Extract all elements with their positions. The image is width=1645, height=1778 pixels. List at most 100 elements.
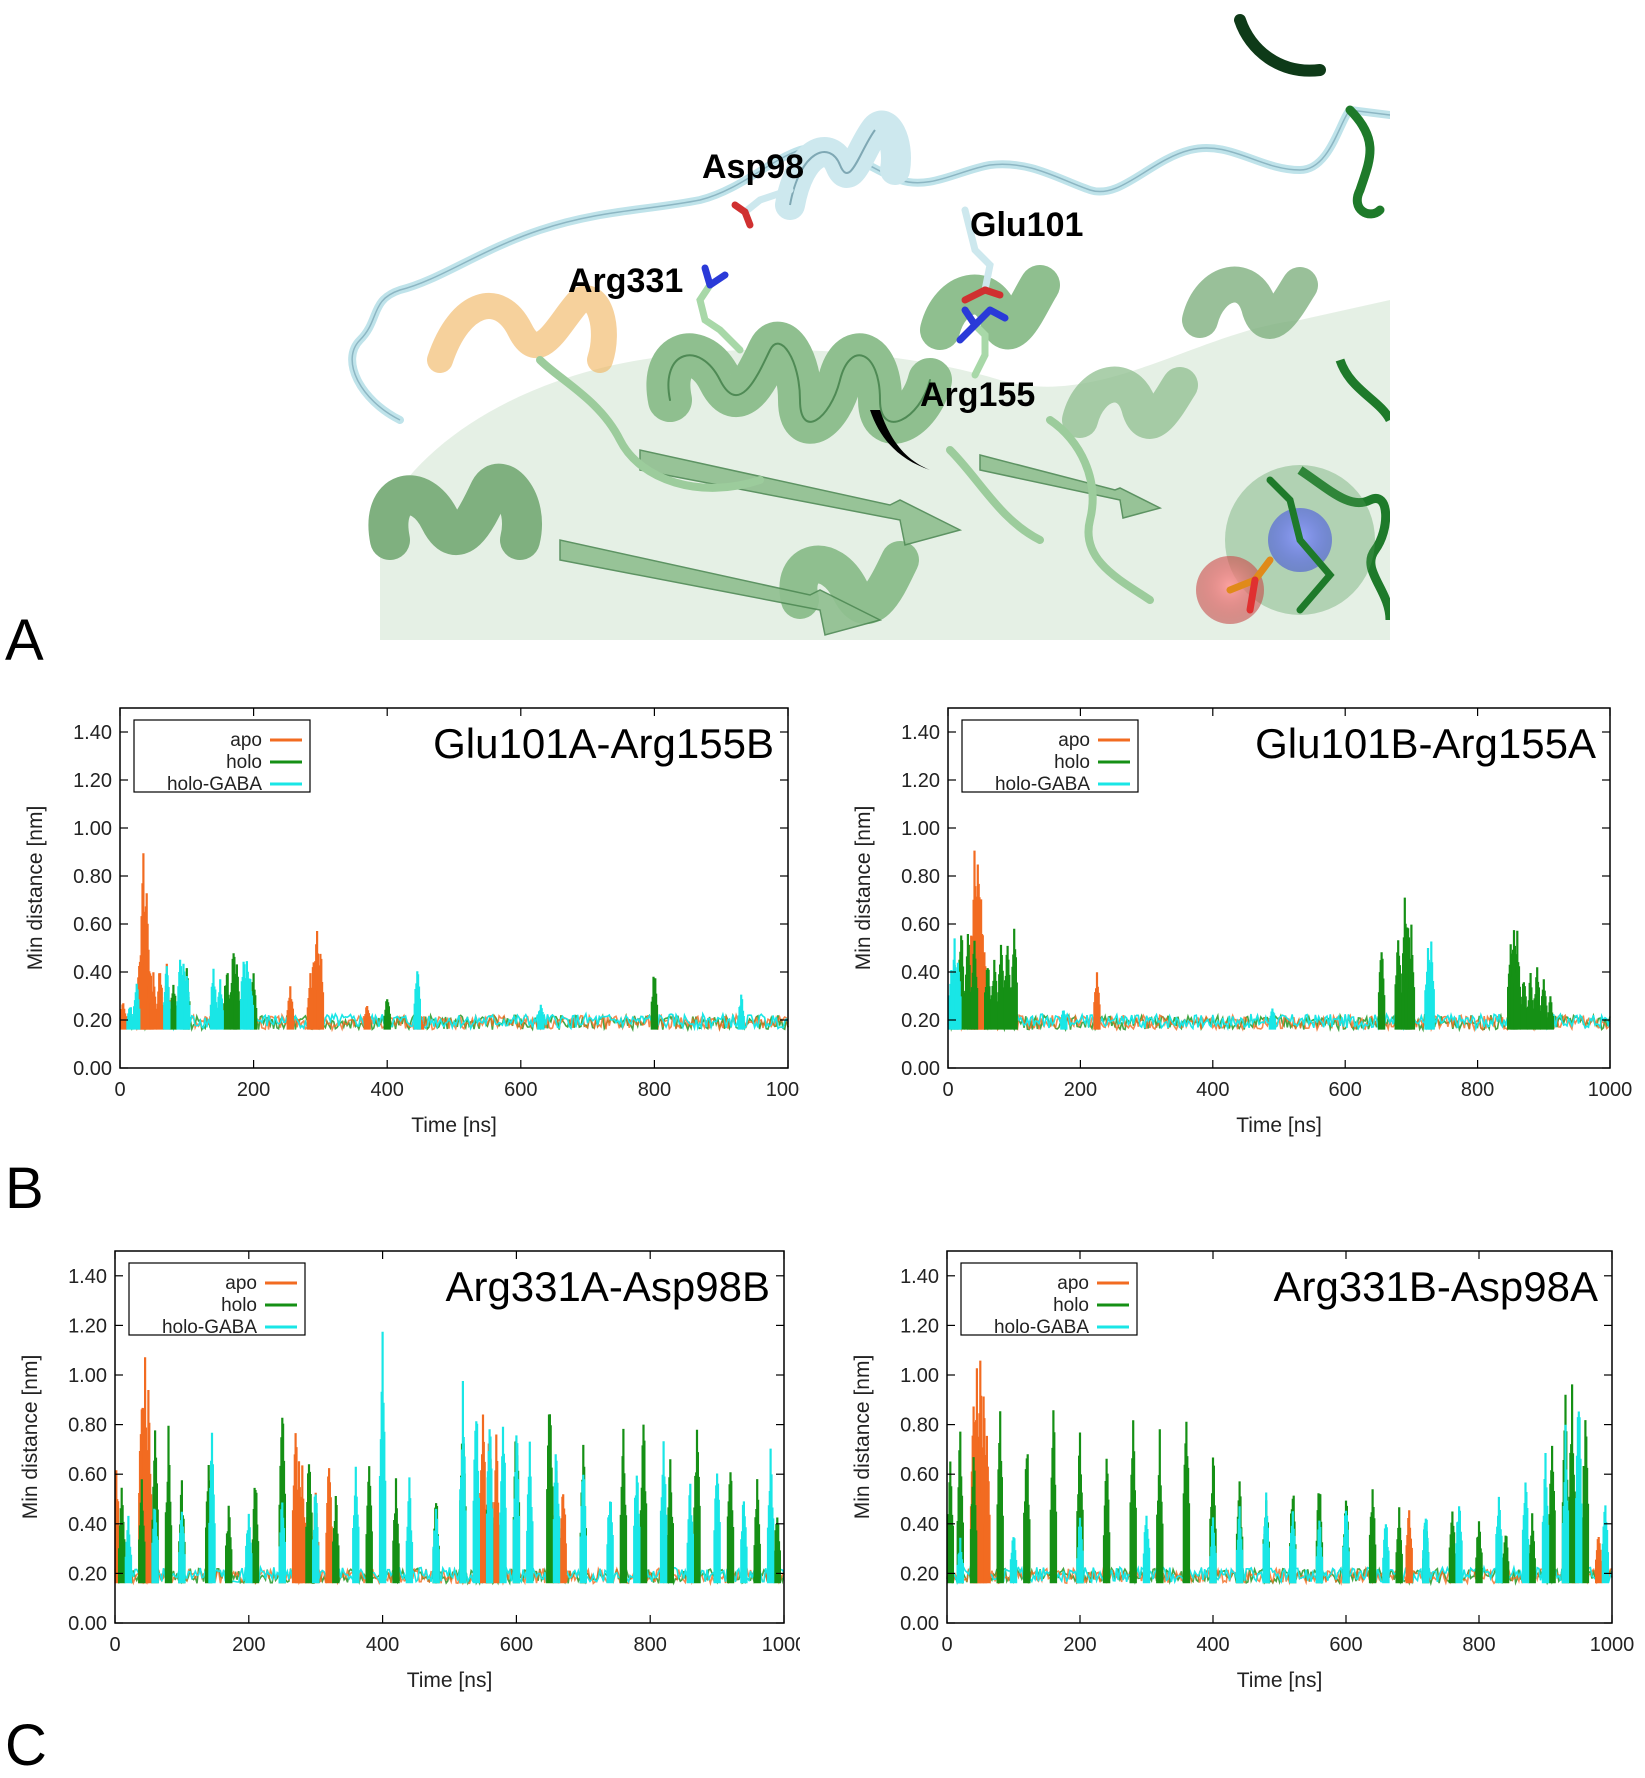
data-point-apo [983,1435,991,1584]
x-tick-label: 0 [114,1079,125,1101]
data-point-apo [559,1494,567,1584]
data-point-holo-gaba [1142,1515,1151,1584]
chart-title: Glu101A-Arg155B [433,720,774,767]
data-point-holo-gaba [163,966,171,1030]
panel-letter-c: C [5,1713,47,1778]
data-point-holo [1548,1445,1556,1584]
data-point-holo-gaba [124,1515,133,1584]
data-point-holo-gaba [278,1502,286,1584]
data-point-holo [1533,967,1541,1030]
y-tick-label: 1.20 [901,770,940,792]
label-glu101: Glu101 [970,206,1083,244]
data-point-holo-gaba [405,1477,414,1584]
data-point-holo-gaba [472,1421,480,1584]
y-axis-label: Min distance [nm] [19,1355,42,1520]
plot-area [946,1360,1613,1587]
data-point-holo [1156,1429,1164,1584]
data-point-holo-gaba [216,979,224,1030]
chart-title: Glu101B-Arg155A [1255,720,1596,767]
x-tick-label: 400 [1196,1634,1229,1656]
data-point-holo-gaba [1262,1492,1270,1584]
data-point-holo [546,1414,554,1584]
data-point-holo-gaba [1209,1517,1217,1584]
data-point-holo-gaba [1342,1510,1350,1584]
data-point-holo-gaba [1235,1506,1244,1584]
data-point-holo-gaba [954,962,962,1030]
x-tick-label: 800 [634,1634,667,1656]
data-point-holo-gaba [1575,1411,1583,1584]
data-point-holo-gaba [246,978,254,1030]
data-point-holo [118,1487,126,1584]
legend-box [961,719,1139,793]
y-tick-label: 0.60 [900,1464,939,1486]
data-point-holo-gaba [659,1441,668,1584]
chart-svg-arg331b-asp98a: 0.00 0.20 0.40 0.60 0.80 1.00 1.20 1.40 0 200 400 6… [851,1250,1635,1692]
y-tick-label: 1.40 [73,722,112,744]
chart-title: Arg331A-Asp98B [445,1263,770,1310]
x-tick-label: 800 [1462,1634,1495,1656]
data-point-holo-gaba [1076,1517,1084,1584]
data-point-holo-gaba [1541,1453,1550,1584]
data-point-holo [233,964,241,1030]
series-holo-gaba [126,959,745,1030]
chart-svg-glu101b-arg155a: 0.00 0.20 0.40 0.60 0.80 1.00 1.20 1.40 0 200 400 6… [852,707,1632,1137]
data-point-apo [492,1434,500,1584]
y-tick-label: 0.00 [73,1058,112,1080]
y-tick-label: 0.80 [68,1415,107,1437]
legend-label-holo-gaba: holo-GABA [994,1317,1089,1338]
data-point-holo [1448,1511,1457,1584]
data-point-apo [316,953,325,1030]
data-point-holo-gaba [352,1466,360,1584]
y-axis-label: Min distance [nm] [851,1355,874,1520]
data-point-holo [946,1461,954,1584]
y-tick-label: 1.40 [900,1266,939,1288]
plot-frame [947,707,1611,1069]
plot-frame [946,1250,1613,1624]
y-tick-label: 1.40 [68,1266,107,1288]
y-tick-label: 1.00 [68,1365,107,1387]
y-tick-label: 0.40 [68,1514,107,1536]
legend-label-holo-gaba: holo-GABA [162,1317,257,1338]
data-point-holo [1010,928,1018,1030]
data-point-holo-gaba [1382,1524,1390,1584]
baseline-band-holo-gaba [947,1011,1611,1032]
x-tick-label: 400 [1196,1079,1229,1101]
data-point-holo [996,1411,1004,1584]
y-axis-label: Min distance [nm] [852,806,875,971]
data-point-holo-gaba [178,1511,186,1584]
series-holo-gaba [956,1411,1609,1584]
data-point-holo [726,1472,735,1584]
data-point-holo [984,968,992,1030]
series-holo [118,1414,781,1584]
x-axis-label: Time [ns] [1237,1669,1323,1692]
y-tick-label: 0.20 [73,1010,112,1032]
chart-glu101a-arg155b: 0.00 0.20 0.40 0.60 0.80 1.00 1.20 1.40 0 200 400 6… [0,700,800,1180]
plot-area [947,850,1611,1033]
data-point-apo [298,1465,306,1584]
x-tick-label: 600 [1329,1079,1362,1101]
data-point-holo [1394,940,1402,1030]
legend-label-apo: apo [225,1273,257,1294]
data-point-holo [1102,1458,1111,1584]
data-point-holo [1407,924,1416,1030]
data-point-holo [969,1457,978,1584]
x-tick-label: 200 [237,1079,270,1101]
protein-structure-image: Asp98 Glu101 Arg331 Arg155 [348,14,1390,640]
panel-letter-b: B [5,1156,44,1221]
data-point-holo [251,1487,260,1584]
x-tick-label: 1000 [1590,1634,1635,1656]
data-point-holo [650,976,659,1030]
data-point-holo [1526,973,1535,1030]
chart-glu101b-arg155a: 0.00 0.20 0.40 0.60 0.80 1.00 1.20 1.40 0 200 400 6… [820,700,1645,1180]
data-point-holo-gaba [537,1004,545,1030]
data-point-holo [305,1464,313,1584]
data-point-holo [990,959,998,1030]
x-tick-label: 400 [371,1079,404,1101]
data-point-holo-gaba [378,1331,387,1584]
data-point-holo-gaba [740,1501,748,1584]
data-point-holo-gaba [633,1475,641,1584]
legend-label-holo-gaba: holo-GABA [995,774,1090,795]
y-axis-label: Min distance [nm] [24,806,47,971]
chart-arg331a-asp98b: 0.00 0.20 0.40 0.60 0.80 1.00 1.20 1.40 0 200 400 6… [0,1245,800,1730]
data-point-holo-gaba [713,1473,721,1584]
